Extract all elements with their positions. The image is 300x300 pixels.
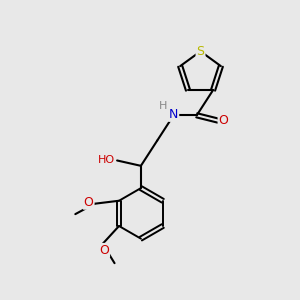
Text: N: N [169,108,178,121]
Text: H: H [159,101,167,111]
Text: O: O [219,114,228,127]
Text: HO: HO [98,155,115,165]
Text: O: O [84,196,94,209]
Text: O: O [99,244,109,257]
Text: S: S [196,45,205,58]
